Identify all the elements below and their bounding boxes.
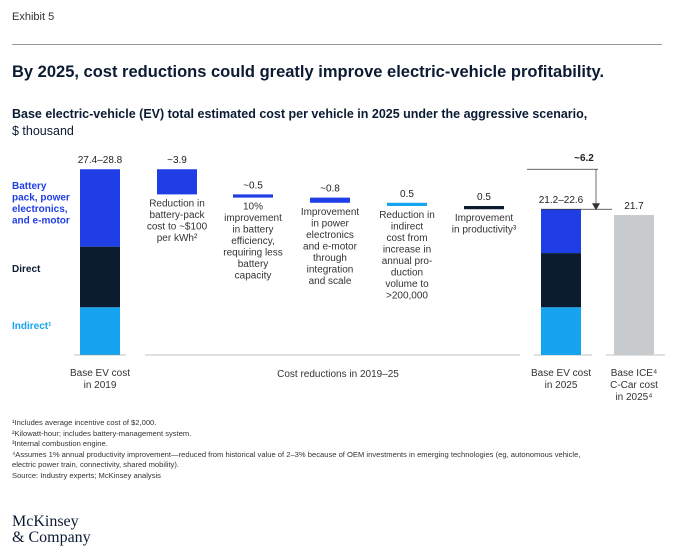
reduction-label: capacity bbox=[235, 271, 272, 282]
reduction-label: electronics bbox=[306, 230, 354, 241]
category-label: in 2019 bbox=[84, 380, 117, 391]
chart-subtitle: Base electric-vehicle (EV) total estimat… bbox=[12, 106, 652, 140]
reduction-bar bbox=[233, 194, 273, 198]
value-label: ~3.9 bbox=[167, 155, 187, 166]
reduction-label: through bbox=[313, 253, 347, 264]
legend-label: and e-motor bbox=[12, 216, 70, 227]
bar-2025-indirect-segment bbox=[541, 307, 581, 355]
category-label: in 2025⁴ bbox=[615, 392, 652, 403]
reduction-label: integration bbox=[307, 264, 354, 275]
value-label: 27.4–28.8 bbox=[78, 155, 123, 166]
footnotes: ¹Includes average incentive cost of $2,0… bbox=[12, 418, 672, 482]
reduction-label: in productivity³ bbox=[452, 225, 517, 236]
reduction-label: and e-motor bbox=[303, 241, 358, 252]
value-label: ~0.5 bbox=[243, 180, 263, 191]
value-label: 21.2–22.6 bbox=[539, 195, 584, 206]
reduction-label: Reduction in bbox=[149, 198, 205, 209]
legend-label: electronics, bbox=[12, 204, 68, 215]
category-label: C-Car cost bbox=[610, 380, 658, 391]
bar-2025-direct-segment bbox=[541, 253, 581, 308]
reduction-label: indirect bbox=[391, 222, 423, 233]
footnote: ⁴Assumes 1% annual productivity improvem… bbox=[12, 449, 581, 459]
total-reduction-label: ~6.2 bbox=[574, 153, 594, 164]
reduction-label: volume to bbox=[385, 279, 429, 290]
value-label: ~0.8 bbox=[320, 184, 340, 195]
reduction-label: per kWh² bbox=[157, 233, 198, 244]
category-label: Base EV cost bbox=[531, 368, 591, 379]
reduction-bar bbox=[387, 202, 427, 207]
legend-label: Indirect¹ bbox=[12, 321, 52, 332]
reduction-label: in power bbox=[311, 218, 349, 229]
ice-bar bbox=[614, 215, 654, 355]
category-label: Base EV cost bbox=[70, 368, 130, 379]
bar-2019-indirect-segment bbox=[80, 307, 120, 355]
reduction-label: increase in bbox=[383, 245, 431, 256]
legend-label: Direct bbox=[12, 264, 41, 275]
reduction-label: efficiency, bbox=[231, 236, 275, 247]
reduction-label: in battery bbox=[232, 225, 273, 236]
mckinsey-logo: McKinsey & Company bbox=[12, 514, 91, 546]
reduction-bar bbox=[464, 206, 504, 210]
bar-2019-direct-segment bbox=[80, 246, 120, 308]
reduction-label: improvement bbox=[224, 213, 282, 224]
footnote: electric power train, connectivity, shar… bbox=[12, 460, 179, 470]
footnote: ¹Includes average incentive cost of $2,0… bbox=[12, 418, 157, 427]
logo-line: McKinsey bbox=[12, 513, 79, 530]
category-label: in 2025 bbox=[545, 380, 578, 391]
reduction-label: 10% bbox=[243, 202, 263, 213]
reduction-label: >200,000 bbox=[386, 291, 428, 302]
reduction-label: Reduction in bbox=[379, 210, 435, 221]
subtitle-text: Base electric-vehicle (EV) total estimat… bbox=[12, 107, 588, 121]
value-label: 0.5 bbox=[477, 192, 491, 203]
value-label: 0.5 bbox=[400, 189, 414, 200]
reduction-label: cost from bbox=[386, 233, 427, 244]
legend-label: pack, power bbox=[12, 193, 70, 204]
reduction-label: battery-pack bbox=[149, 210, 205, 221]
category-label: Base ICE⁴ bbox=[611, 368, 658, 379]
reduction-label: Improvement bbox=[455, 213, 514, 224]
reduction-bar bbox=[310, 197, 350, 203]
bar-2019-battery-segment bbox=[80, 169, 120, 247]
reduction-label: battery bbox=[238, 259, 269, 270]
reduction-label: requiring less bbox=[223, 248, 282, 259]
reduction-label: and scale bbox=[309, 276, 352, 287]
reduction-label: Improvement bbox=[301, 207, 360, 218]
logo-line: & Company bbox=[12, 529, 91, 546]
legend-label: Battery bbox=[12, 181, 47, 192]
arrow-head-icon bbox=[592, 203, 600, 211]
value-label: 21.7 bbox=[624, 201, 644, 212]
footnote-source: Source: Industry experts; McKinsey analy… bbox=[12, 470, 161, 480]
bar-2025-battery-segment bbox=[541, 209, 581, 254]
page-title: By 2025, cost reductions could greatly i… bbox=[12, 63, 605, 81]
divider bbox=[12, 44, 662, 45]
reduction-label: duction bbox=[391, 268, 423, 279]
reduction-label: annual pro- bbox=[382, 256, 433, 267]
footnote: ²Kilowatt-hour; includes battery-managem… bbox=[12, 428, 192, 438]
reduction-bar bbox=[157, 169, 197, 195]
category-label: Cost reductions in 2019–25 bbox=[277, 369, 399, 380]
exhibit-label: Exhibit 5 bbox=[12, 11, 55, 23]
footnote: ³Internal combustion engine. bbox=[12, 439, 108, 449]
unit-label: $ thousand bbox=[12, 124, 74, 138]
reduction-label: cost to ~$100 bbox=[147, 221, 208, 232]
